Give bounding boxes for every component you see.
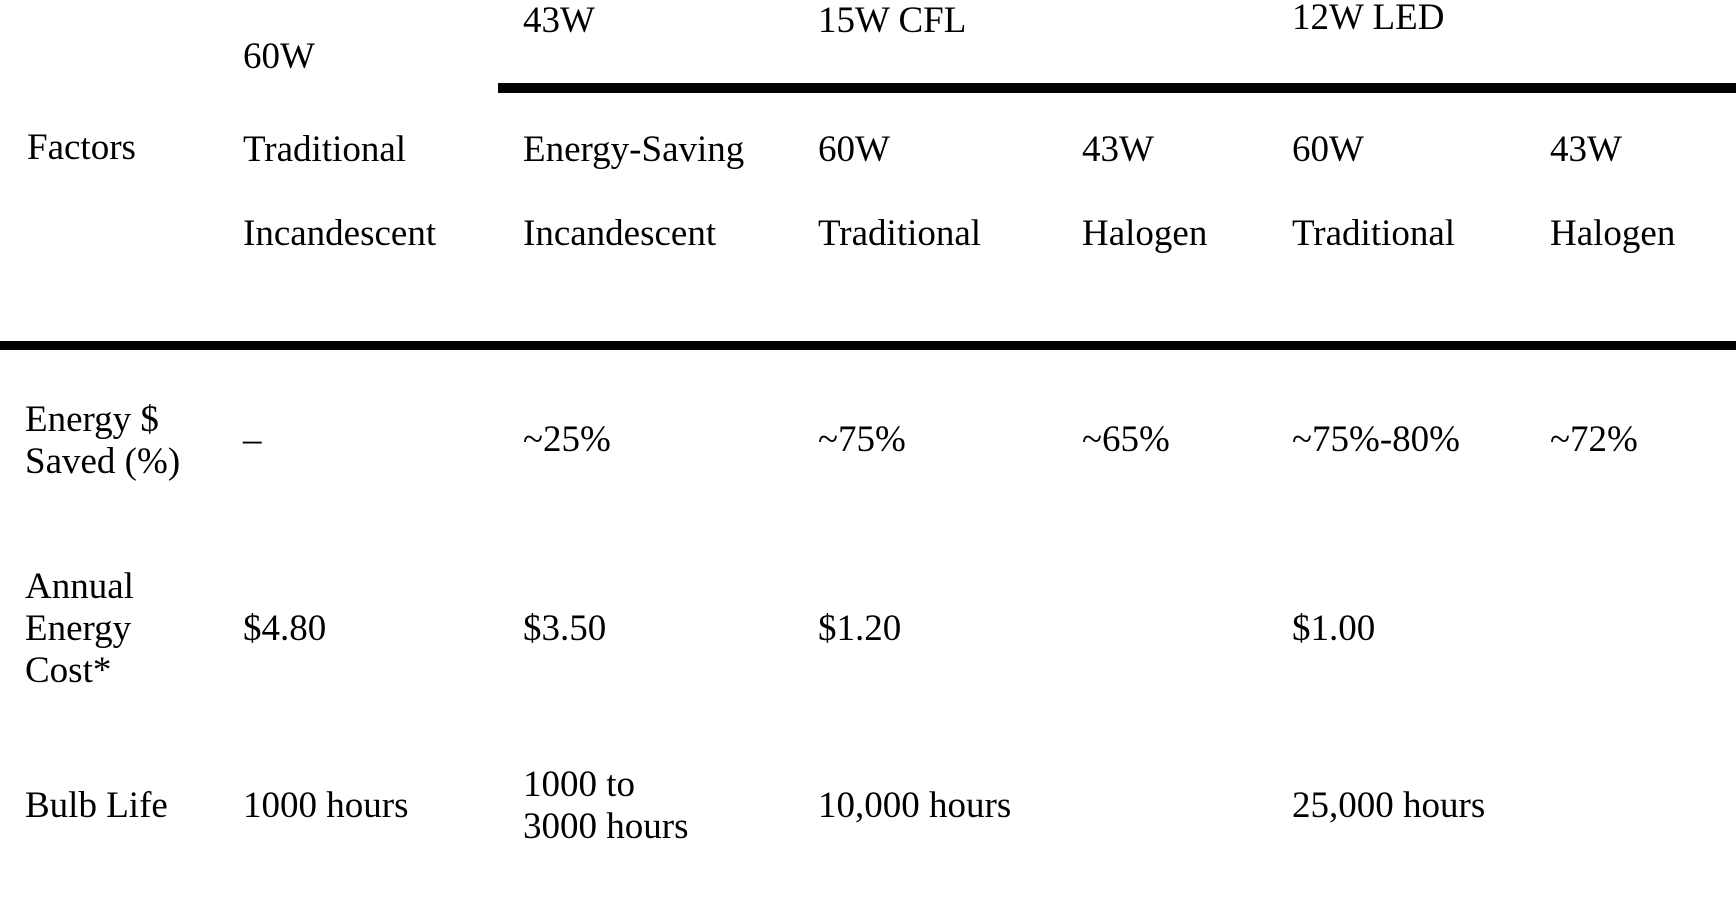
cell-annual-cost-incandescent-60w: $4.80 [243,608,327,649]
header-led-43w-mid: 43W [1550,129,1622,170]
header-led-group: 12W LED [1292,0,1445,38]
cell-energy-saved-cfl-60w: ~75% [818,419,906,460]
header-cfl-group: 15W CFL [818,0,967,41]
cell-energy-saved-energy-saving-43w: ~25% [523,419,611,460]
header-cfl-43w-mid: 43W [1082,129,1154,170]
header-energy-saving-bottom: Incandescent [523,213,717,254]
header-body-rule [0,341,1736,350]
cell-bulb-life-led-60w: 25,000 hours [1292,785,1486,826]
header-incandescent-60w-bottom: Incandescent [243,213,437,254]
header-led-43w-bottom: Halogen [1550,213,1676,254]
header-factors: Factors [27,127,136,168]
cell-bulb-life-cfl-60w: 10,000 hours [818,785,1012,826]
cell-annual-cost-energy-saving-43w: $3.50 [523,608,607,649]
header-led-60w-mid: 60W [1292,129,1364,170]
header-energy-saving-mid: Energy-Saving [523,129,745,170]
row-label-energy-saved: Energy $ Saved (%) [25,399,181,482]
cell-annual-cost-cfl-60w: $1.20 [818,608,902,649]
header-cfl-60w-bottom: Traditional [818,213,982,254]
cell-bulb-life-incandescent-60w: 1000 hours [243,785,409,826]
row-label-bulb-life: Bulb Life [25,785,168,826]
header-incandescent-60w-mid: Traditional [243,129,407,170]
group-header-rule [498,83,1736,93]
header-incandescent-60w-wattage: 60W [243,36,315,77]
header-cfl-60w-mid: 60W [818,129,890,170]
header-energy-saving-wattage: 43W [523,0,595,41]
cell-energy-saved-led-43w: ~72% [1550,419,1638,460]
cell-bulb-life-energy-saving-43w: 1000 to 3000 hours [523,764,689,847]
cell-energy-saved-cfl-43w: ~65% [1082,419,1170,460]
cell-annual-cost-led-60w: $1.00 [1292,608,1376,649]
header-led-60w-bottom: Traditional [1292,213,1456,254]
cell-energy-saved-incandescent-60w: – [243,419,262,460]
row-label-annual-energy-cost: Annual Energy Cost* [25,566,134,691]
header-cfl-43w-bottom: Halogen [1082,213,1208,254]
cell-energy-saved-led-60w: ~75%-80% [1292,419,1460,460]
